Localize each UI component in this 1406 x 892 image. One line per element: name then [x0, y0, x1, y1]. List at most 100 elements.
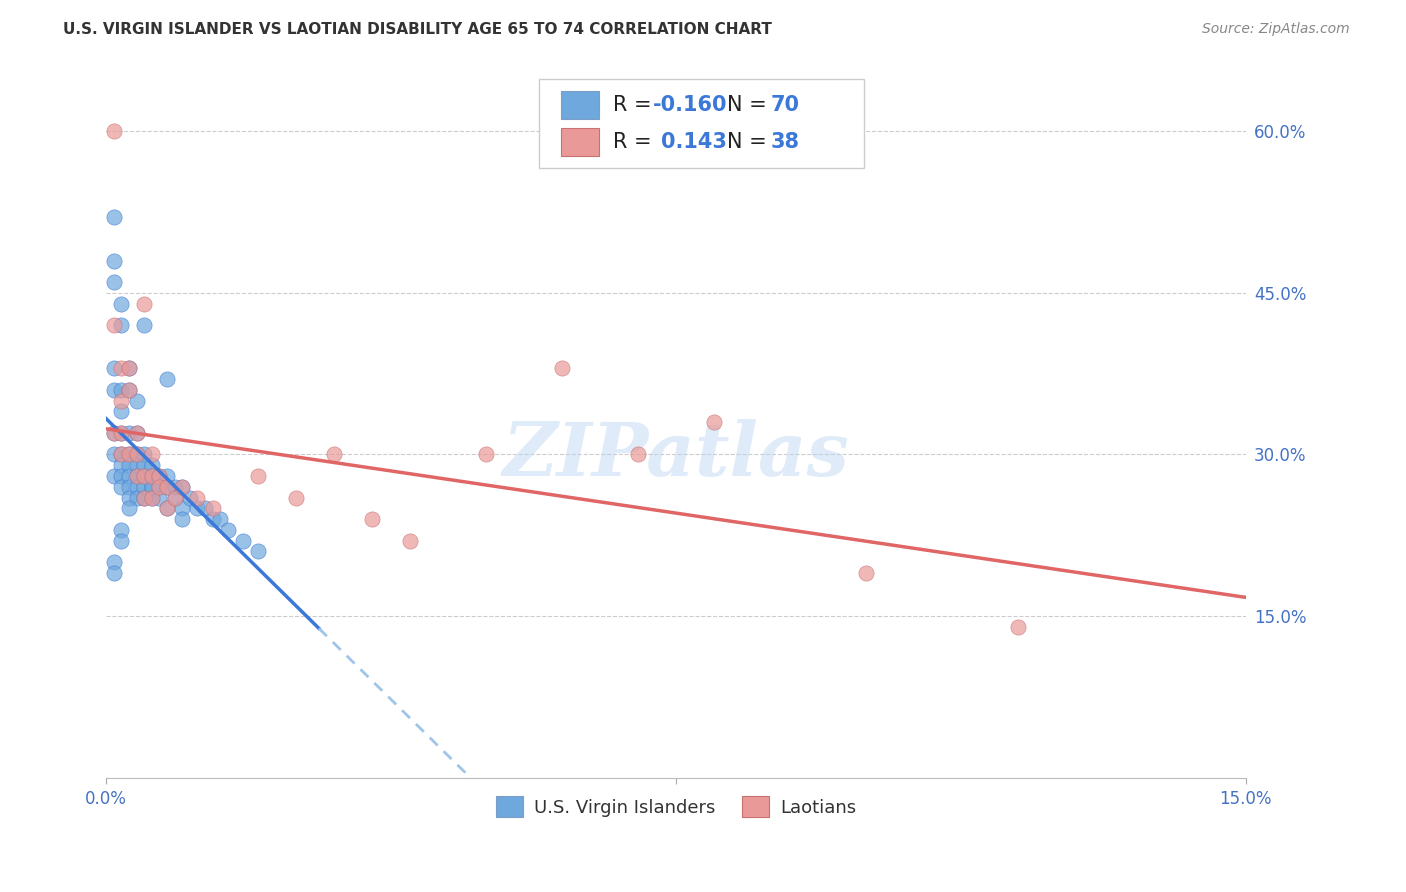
- Point: [179, 491, 201, 505]
- Point: [110, 480, 132, 494]
- Point: [232, 533, 254, 548]
- Bar: [561, 128, 599, 156]
- Point: [118, 447, 141, 461]
- Point: [118, 447, 141, 461]
- Point: [110, 361, 132, 376]
- Point: [285, 491, 308, 505]
- Point: [110, 425, 132, 440]
- Point: [118, 383, 141, 397]
- Text: R =: R =: [613, 132, 658, 152]
- Point: [141, 491, 163, 505]
- Point: [118, 425, 141, 440]
- Point: [172, 512, 194, 526]
- Point: [103, 469, 125, 483]
- Point: [118, 361, 141, 376]
- Point: [125, 458, 148, 473]
- Point: [103, 555, 125, 569]
- Point: [134, 491, 156, 505]
- Text: 70: 70: [770, 95, 800, 115]
- Point: [399, 533, 422, 548]
- Text: 0.143: 0.143: [661, 132, 727, 152]
- Point: [247, 544, 270, 558]
- Point: [217, 523, 239, 537]
- Point: [125, 393, 148, 408]
- Point: [134, 469, 156, 483]
- Point: [172, 480, 194, 494]
- Point: [156, 501, 179, 516]
- Point: [323, 447, 346, 461]
- Point: [118, 383, 141, 397]
- Point: [194, 501, 217, 516]
- Point: [141, 480, 163, 494]
- Point: [118, 501, 141, 516]
- Point: [110, 425, 132, 440]
- Point: [110, 469, 132, 483]
- Point: [172, 480, 194, 494]
- Point: [134, 458, 156, 473]
- Text: N =: N =: [727, 132, 773, 152]
- Text: Source: ZipAtlas.com: Source: ZipAtlas.com: [1202, 22, 1350, 37]
- Point: [125, 480, 148, 494]
- Point: [134, 296, 156, 310]
- Point: [110, 458, 132, 473]
- Point: [134, 469, 156, 483]
- Text: U.S. VIRGIN ISLANDER VS LAOTIAN DISABILITY AGE 65 TO 74 CORRELATION CHART: U.S. VIRGIN ISLANDER VS LAOTIAN DISABILI…: [63, 22, 772, 37]
- Point: [163, 480, 186, 494]
- Point: [361, 512, 384, 526]
- Point: [110, 533, 132, 548]
- Point: [172, 501, 194, 516]
- Legend: U.S. Virgin Islanders, Laotians: U.S. Virgin Islanders, Laotians: [489, 789, 863, 824]
- Point: [103, 425, 125, 440]
- Point: [1007, 620, 1029, 634]
- Point: [156, 480, 179, 494]
- Point: [148, 480, 170, 494]
- Point: [855, 566, 877, 580]
- Point: [247, 469, 270, 483]
- Point: [148, 480, 170, 494]
- Point: [186, 501, 208, 516]
- Point: [209, 512, 232, 526]
- Point: [110, 318, 132, 333]
- Point: [125, 469, 148, 483]
- Point: [141, 447, 163, 461]
- Point: [110, 447, 132, 461]
- Point: [148, 491, 170, 505]
- Text: 38: 38: [770, 132, 800, 152]
- Point: [134, 447, 156, 461]
- Text: -0.160: -0.160: [654, 95, 728, 115]
- Point: [141, 469, 163, 483]
- Point: [125, 425, 148, 440]
- Point: [125, 425, 148, 440]
- Text: ZIPatlas: ZIPatlas: [502, 419, 849, 491]
- Point: [110, 404, 132, 418]
- Point: [103, 447, 125, 461]
- FancyBboxPatch shape: [540, 78, 865, 169]
- Point: [125, 447, 148, 461]
- Point: [156, 372, 179, 386]
- Point: [103, 124, 125, 138]
- Point: [118, 469, 141, 483]
- Point: [156, 469, 179, 483]
- Point: [103, 275, 125, 289]
- Point: [148, 469, 170, 483]
- Point: [475, 447, 498, 461]
- Point: [148, 469, 170, 483]
- Point: [103, 383, 125, 397]
- Text: N =: N =: [727, 95, 773, 115]
- Point: [103, 361, 125, 376]
- Point: [110, 447, 132, 461]
- Point: [163, 491, 186, 505]
- Point: [201, 512, 224, 526]
- Point: [118, 361, 141, 376]
- Bar: [561, 92, 599, 120]
- Text: R =: R =: [613, 95, 658, 115]
- Point: [134, 491, 156, 505]
- Point: [141, 480, 163, 494]
- Point: [110, 296, 132, 310]
- Point: [103, 566, 125, 580]
- Point: [156, 501, 179, 516]
- Point: [703, 415, 725, 429]
- Point: [103, 425, 125, 440]
- Point: [125, 491, 148, 505]
- Point: [141, 458, 163, 473]
